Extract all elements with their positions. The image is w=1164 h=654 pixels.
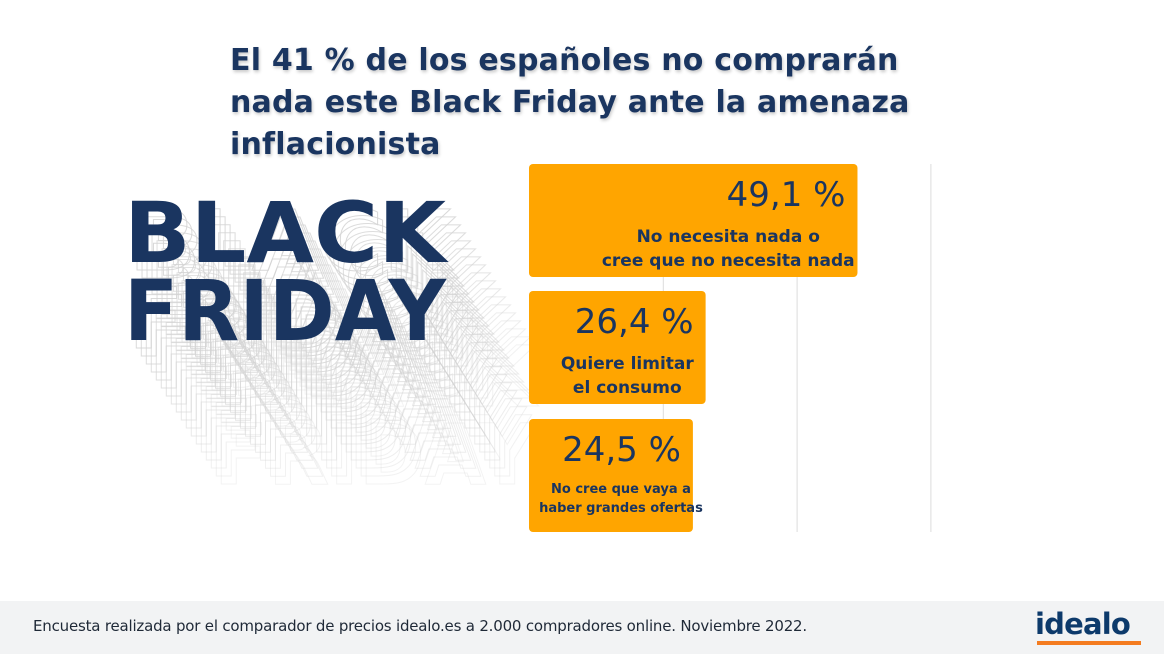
echo-black-16: BLACK: [204, 312, 529, 410]
echo-friday-13: FRIDAY: [189, 366, 512, 464]
echo-friday-14: FRIDAY: [194, 374, 517, 472]
echo-friday-15: FRIDAY: [199, 382, 522, 480]
echo-black-11: BLACK: [179, 272, 504, 370]
echo-black-2: BLACK: [134, 200, 459, 298]
echo-black-9: BLACK: [169, 256, 494, 354]
value-label-1: 49,1 %: [727, 175, 846, 215]
echo-black-5: BLACK: [149, 224, 474, 322]
echo-black-3: BLACK: [139, 208, 464, 306]
bar-2: [529, 291, 706, 404]
echo-friday-7: FRIDAY: [159, 318, 482, 416]
echo-friday-16: FRIDAY: [204, 390, 527, 488]
echo-friday-2: FRIDAY: [134, 278, 457, 376]
echo-black-12: BLACK: [184, 280, 509, 378]
category-label-1-line-2: cree que no necesita nada: [602, 251, 855, 271]
echo-black-18: BLACK: [214, 328, 539, 426]
echo-friday-8: FRIDAY: [164, 326, 487, 424]
category-label-1-line-1: No necesita nada o: [637, 227, 820, 247]
echo-friday-11: FRIDAY: [179, 350, 502, 448]
echo-black-15: BLACK: [199, 304, 524, 402]
echo-friday-18: FRIDAY: [214, 406, 537, 500]
category-label-3-line-1: No cree que vaya a: [551, 482, 691, 497]
category-label-2-line-2: el consumo: [573, 378, 682, 398]
echo-friday-5: FRIDAY: [149, 302, 472, 400]
bar-1: [529, 164, 858, 277]
category-label-3-line-2: haber grandes ofertas: [539, 501, 703, 516]
black-friday-echo-lines: BLACKFRIDAYBLACKFRIDAYBLACKFRIDAYBLACKFR…: [129, 192, 540, 501]
echo-black-10: BLACK: [174, 264, 499, 362]
idealo-logo-text: idealo: [1035, 607, 1131, 641]
echo-black-14: BLACK: [194, 296, 519, 394]
black-friday-artwork: BLACK FRIDAY BLACK FRIDAY BLACK FRIDAY BLACK FR…: [120, 170, 540, 500]
idealo-logo-underline: [1037, 641, 1141, 645]
bar-chart: 49,1 % No necesita nada o cree que no nece…: [529, 164, 932, 532]
footer-note: Encuesta realizada por el comparador de …: [33, 617, 807, 635]
bar-3: [529, 419, 693, 532]
echo-friday-12: FRIDAY: [184, 358, 507, 456]
category-label-2-line-1: Quiere limitar: [561, 354, 695, 374]
echo-black-7: BLACK: [159, 240, 484, 338]
black-friday-word-friday: FRIDAY: [124, 262, 447, 360]
echo-black-4: BLACK: [144, 216, 469, 314]
black-friday-graphic: BLACKFRIDAYBLACKFRIDAYBLACKFRIDAYBLACKFR…: [124, 184, 540, 501]
echo-friday-1: FRIDAY: [129, 270, 452, 368]
echo-friday-9: FRIDAY: [169, 334, 492, 432]
echo-black-17: BLACK: [209, 320, 534, 418]
echo-friday-10: FRIDAY: [174, 342, 497, 440]
echo-friday-3: FRIDAY: [139, 286, 462, 384]
echo-black-6: BLACK: [154, 232, 479, 330]
echo-friday-17: FRIDAY: [209, 398, 532, 496]
footer: Encuesta realizada por el comparador de …: [0, 601, 1164, 654]
echo-black-8: BLACK: [164, 248, 489, 346]
echo-friday-6: FRIDAY: [154, 310, 477, 408]
black-friday-word-black: BLACK: [124, 184, 449, 282]
value-label-3: 24,5 %: [562, 430, 681, 470]
echo-black-13: BLACK: [189, 288, 514, 386]
echo-black-1: BLACK: [129, 192, 454, 290]
value-label-2: 26,4 %: [575, 302, 694, 342]
idealo-logo[interactable]: idealo: [1035, 605, 1143, 645]
chart-title: El 41 % de los españoles no comprarán na…: [230, 43, 910, 162]
echo-friday-4: FRIDAY: [144, 294, 467, 392]
